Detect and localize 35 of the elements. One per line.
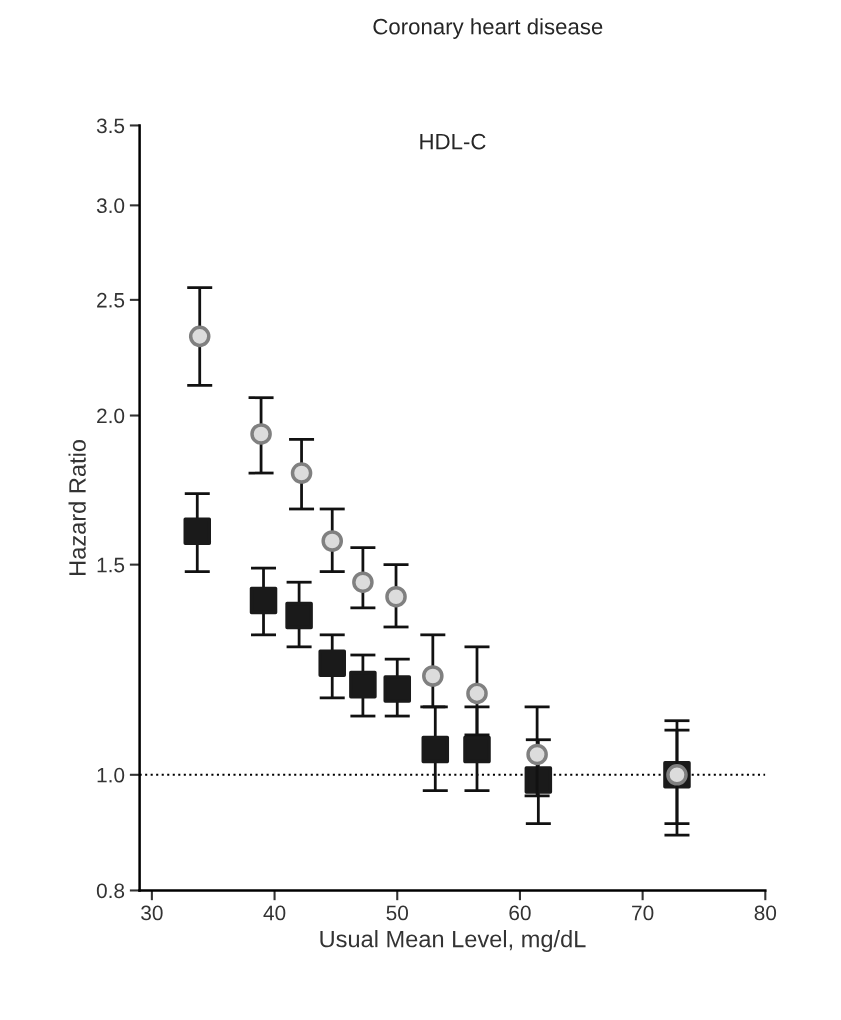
point [526, 743, 548, 766]
point [318, 649, 346, 678]
x-tick-label: 70 [632, 905, 654, 921]
x-tick-label: 80 [754, 905, 777, 921]
point [183, 517, 212, 545]
point [421, 735, 450, 764]
y-axis-title: Hazard Ratio [68, 440, 86, 575]
point [285, 601, 313, 630]
y-tick-label: 2.0 [97, 408, 125, 424]
y-tick-label: 3.5 [96, 118, 125, 134]
y-tick-label: 1.0 [97, 767, 125, 783]
point [422, 665, 444, 687]
y-tick-label: 0.8 [96, 883, 125, 899]
x-tick-label: 30 [141, 905, 163, 921]
point [383, 675, 412, 703]
x-tick-label: 50 [386, 905, 409, 921]
y-tick-label: 2.5 [97, 292, 125, 308]
point [290, 462, 313, 484]
point [250, 423, 272, 445]
y-tick-label: 1.5 [97, 557, 125, 573]
point [249, 586, 278, 615]
point [352, 571, 374, 593]
point [188, 325, 211, 348]
point [463, 735, 491, 764]
x-axis-title: Usual Mean Level, mg/dL [320, 930, 586, 953]
point [321, 530, 344, 552]
x-tick-label: 40 [263, 905, 286, 921]
chart-title: Coronary heart disease [373, 18, 603, 39]
x-tick-label: 60 [509, 905, 531, 921]
y-tick-label: 3.0 [96, 198, 125, 214]
point [466, 682, 488, 705]
point [524, 766, 553, 794]
point [349, 670, 377, 699]
point [385, 585, 407, 608]
chart-subtitle: HDL-C [420, 133, 486, 150]
